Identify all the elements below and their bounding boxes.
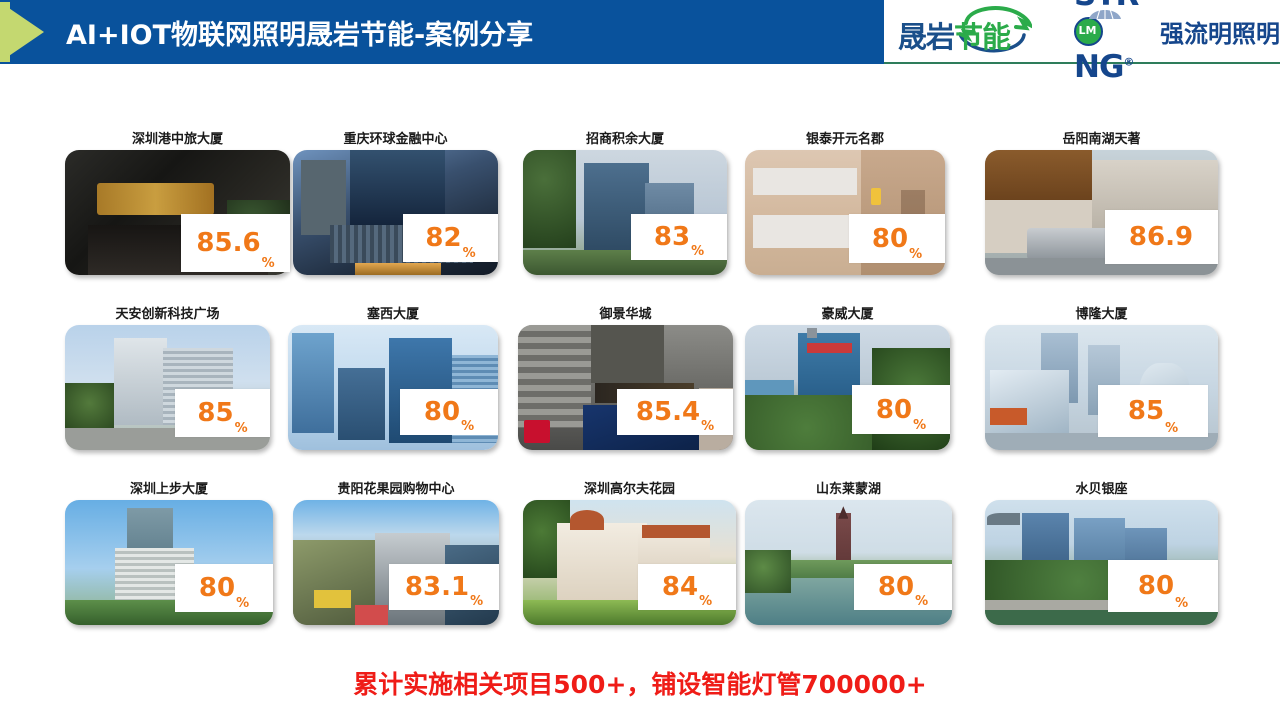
strong-logo-o-ring bbox=[1074, 17, 1103, 46]
case-card-value: 83 bbox=[653, 222, 691, 252]
case-grid: 深圳港中旅大厦 85.6 % 重庆环球金融中心 82 % bbox=[0, 64, 1280, 654]
page-title: AI+IOT物联网照明晟岩节能-案例分享 bbox=[66, 19, 534, 51]
strong-logo-word: STR LM NG® bbox=[1074, 0, 1159, 85]
case-card-unit: % bbox=[470, 594, 484, 609]
case-card-title: 天安创新科技广场 bbox=[115, 307, 220, 322]
summary-footer-text: 累计实施相关项目500+，铺设智能灯管700000+ bbox=[353, 670, 927, 699]
case-card-unit: % bbox=[913, 418, 927, 433]
page-header: AI+IOT物联网照明晟岩节能-案例分享 晟岩节能 STR LM NG® 强流明照明 bbox=[0, 0, 1280, 85]
shengyan-logo: 晟岩节能 bbox=[898, 4, 1070, 58]
case-card-unit: % bbox=[699, 594, 713, 609]
strong-logo-word-tail: NG bbox=[1074, 49, 1124, 85]
case-card-title: 博隆大厦 bbox=[1075, 307, 1128, 322]
strong-logo-lm-text: LM bbox=[1078, 24, 1097, 37]
case-card-badge: 85.6 % bbox=[181, 214, 290, 272]
case-card-title: 深圳高尔夫花园 bbox=[583, 482, 675, 497]
strong-logo: STR LM NG® 强流明照明 bbox=[1074, 0, 1280, 85]
case-card-value: 84 bbox=[661, 572, 699, 602]
header-blue-bar bbox=[0, 0, 884, 64]
case-card-badge: 80 % bbox=[1108, 560, 1218, 612]
case-card-value: 80 bbox=[875, 394, 913, 425]
case-card-badge: 82 % bbox=[403, 214, 498, 262]
case-card-value: 85.6 bbox=[196, 228, 261, 258]
case-card-title: 贵阳花果园购物中心 bbox=[337, 482, 455, 497]
strong-logo-word-head: STR bbox=[1074, 0, 1139, 13]
case-card-badge: 80 % bbox=[849, 214, 945, 263]
case-card-title: 深圳上步大厦 bbox=[129, 482, 208, 497]
header-arrow-icon bbox=[0, 2, 44, 62]
case-card-title: 招商积余大厦 bbox=[585, 132, 664, 147]
fan-icon bbox=[1089, 7, 1121, 20]
registered-mark-icon: ® bbox=[1123, 55, 1134, 69]
case-card-badge: 84 % bbox=[638, 564, 736, 610]
case-card-value: 80 bbox=[423, 397, 461, 427]
case-card-badge: 80 % bbox=[852, 385, 950, 434]
case-card-value: 80 bbox=[871, 223, 909, 254]
case-card-badge: 80 % bbox=[854, 564, 952, 610]
case-card-value: 82 bbox=[425, 223, 462, 253]
case-card-unit: % bbox=[1175, 596, 1189, 611]
case-card-unit: % bbox=[461, 419, 475, 434]
case-card-value: 83.1 bbox=[404, 572, 470, 602]
case-card-value: 85.4 bbox=[635, 397, 701, 427]
case-card-unit: % bbox=[691, 244, 705, 259]
strong-logo-subtitle: 强流明照明 bbox=[1160, 19, 1280, 48]
case-card-title: 银泰开元名郡 bbox=[805, 132, 884, 147]
case-card-unit: % bbox=[1165, 421, 1179, 436]
case-card-value: 85 bbox=[197, 398, 234, 428]
case-card-title: 重庆环球金融中心 bbox=[343, 132, 448, 147]
shengyan-logo-text-green: 节能 bbox=[954, 20, 1011, 54]
swoosh-icon bbox=[958, 6, 1032, 53]
shengyan-logo-text: 晟岩节能 bbox=[898, 14, 1011, 56]
case-card-badge: 85 % bbox=[1098, 385, 1208, 437]
case-card-title: 深圳港中旅大厦 bbox=[131, 132, 223, 147]
case-card-title: 塞西大厦 bbox=[366, 307, 419, 322]
case-card-title: 御景华城 bbox=[599, 307, 652, 322]
case-card-unit: % bbox=[462, 246, 476, 261]
case-card-value: 80 bbox=[1137, 571, 1175, 601]
case-card-badge: 86.9 bbox=[1105, 210, 1218, 264]
case-card-title: 豪威大厦 bbox=[821, 307, 874, 322]
case-card-badge: 80 % bbox=[175, 564, 273, 612]
case-card-badge: 80 % bbox=[400, 389, 498, 435]
case-card-unit: % bbox=[261, 256, 275, 271]
case-card-value: 85 bbox=[1127, 396, 1165, 426]
case-card-value: 80 bbox=[198, 573, 236, 603]
case-card-value: 86.9 bbox=[1128, 222, 1194, 252]
case-card-unit: % bbox=[909, 247, 923, 262]
case-card-badge: 85.4 % bbox=[617, 389, 733, 435]
case-card-unit: % bbox=[915, 594, 929, 609]
strong-logo-o-mark: LM bbox=[1074, 7, 1121, 46]
summary-footer: 累计实施相关项目500+，铺设智能灯管700000+ bbox=[0, 662, 1280, 704]
brand-logo-area: 晟岩节能 STR LM NG® 强流明照明 bbox=[884, 0, 1280, 85]
case-card-title: 水贝银座 bbox=[1075, 482, 1128, 497]
case-card-unit: % bbox=[234, 421, 248, 436]
case-card-unit: % bbox=[236, 596, 250, 611]
case-card-unit: % bbox=[701, 419, 715, 434]
header-divider-rule bbox=[884, 62, 1280, 64]
case-card-badge: 83 % bbox=[631, 214, 727, 260]
case-card-title: 岳阳南湖天著 bbox=[1062, 132, 1141, 147]
shengyan-logo-text-blue: 晟岩 bbox=[898, 20, 955, 54]
case-card-badge: 83.1 % bbox=[389, 564, 499, 610]
case-card-badge: 85 % bbox=[175, 389, 270, 437]
case-card-title: 山东莱蒙湖 bbox=[815, 482, 881, 497]
case-card-value: 80 bbox=[877, 572, 915, 602]
